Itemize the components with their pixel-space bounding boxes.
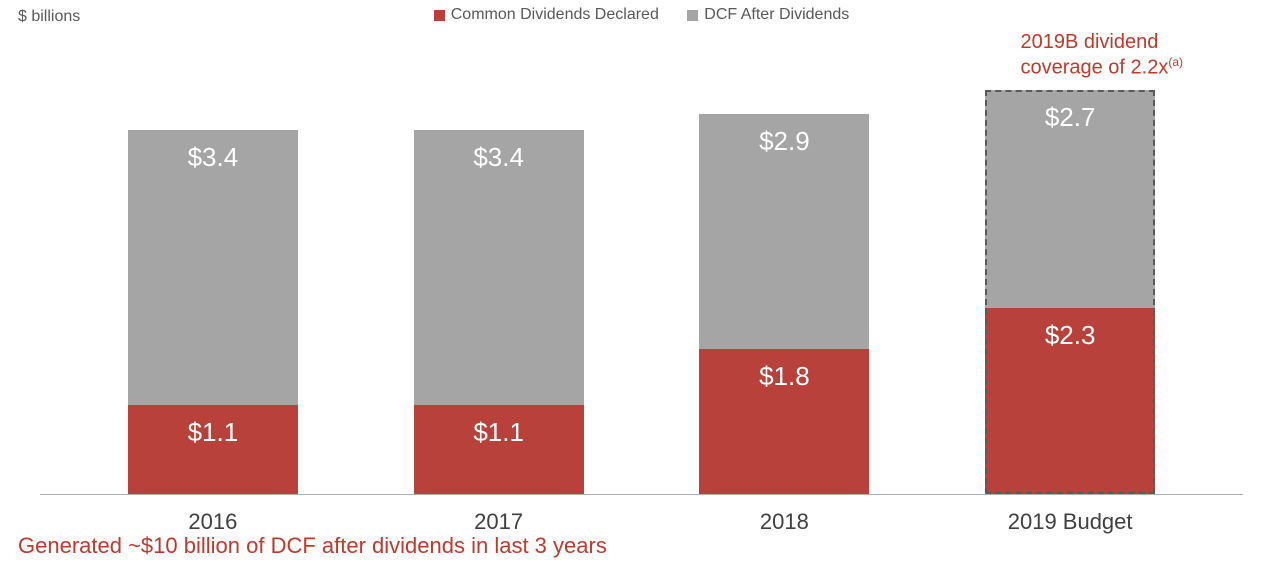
bar-stack: $2.7$2.3 bbox=[985, 90, 1155, 494]
bar-segment-dividends: $2.3 bbox=[985, 308, 1155, 494]
bar-stack: $3.4$1.1 bbox=[128, 130, 298, 494]
annotation-line1: 2019B dividend bbox=[1020, 30, 1183, 55]
x-axis-label: 2016 bbox=[70, 509, 356, 535]
bar-slot: $3.4$1.1 bbox=[356, 90, 642, 494]
legend-swatch-dcf bbox=[687, 10, 698, 21]
bar-segment-dcf: $2.7 bbox=[985, 90, 1155, 308]
legend-item-dcf: DCF After Dividends bbox=[687, 6, 849, 24]
chart-footnote: Generated ~$10 billion of DCF after divi… bbox=[18, 533, 607, 559]
legend-swatch-dividends bbox=[434, 10, 445, 21]
bar-slot: $3.4$1.1 bbox=[70, 90, 356, 494]
bar-group-container: $3.4$1.1$3.4$1.1$2.9$1.8$2.7$2.3 bbox=[40, 90, 1243, 494]
chart-plot-area: $3.4$1.1$3.4$1.1$2.9$1.8$2.7$2.3 bbox=[40, 90, 1243, 495]
x-axis-label: 2017 bbox=[356, 509, 642, 535]
x-axis: 2016201720182019 Budget bbox=[40, 509, 1243, 535]
x-axis-label: 2018 bbox=[642, 509, 928, 535]
annotation-superscript: (a) bbox=[1168, 55, 1183, 69]
bar-segment-dividends: $1.8 bbox=[699, 349, 869, 494]
annotation-line2-text: coverage of 2.2x bbox=[1020, 57, 1168, 79]
bar-slot: $2.7$2.3 bbox=[927, 90, 1213, 494]
legend-item-dividends: Common Dividends Declared bbox=[434, 6, 659, 24]
bar-segment-dcf: $3.4 bbox=[414, 130, 584, 405]
chart-legend: Common Dividends Declared DCF After Divi… bbox=[0, 6, 1283, 26]
legend-label-dcf: DCF After Dividends bbox=[704, 6, 849, 24]
bar-segment-dcf: $3.4 bbox=[128, 130, 298, 405]
x-axis-label: 2019 Budget bbox=[927, 509, 1213, 535]
chart-annotation: 2019B dividend coverage of 2.2x(a) bbox=[1020, 30, 1183, 81]
bar-segment-dividends: $1.1 bbox=[414, 405, 584, 494]
legend-label-dividends: Common Dividends Declared bbox=[451, 6, 659, 24]
bar-segment-dividends: $1.1 bbox=[128, 405, 298, 494]
bar-slot: $2.9$1.8 bbox=[642, 90, 928, 494]
bar-stack: $3.4$1.1 bbox=[414, 130, 584, 494]
bar-stack: $2.9$1.8 bbox=[699, 114, 869, 494]
annotation-line2: coverage of 2.2x(a) bbox=[1020, 55, 1183, 81]
bar-segment-dcf: $2.9 bbox=[699, 114, 869, 348]
